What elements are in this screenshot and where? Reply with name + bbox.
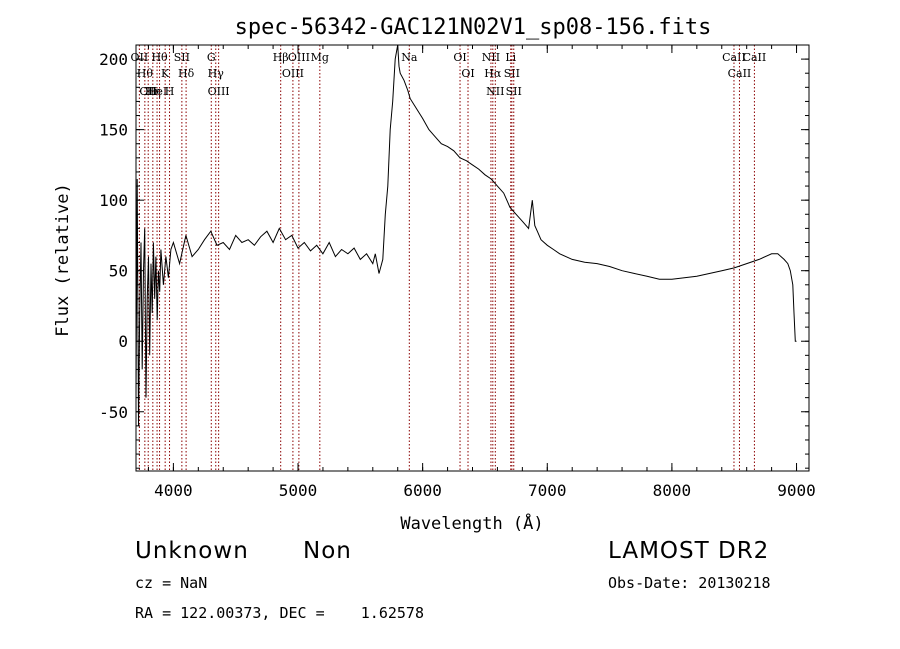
line-marker-label-17: Na (401, 51, 418, 64)
redshift-cz: cz = NaN (135, 574, 208, 592)
line-marker-label-4: HeI (147, 85, 167, 98)
line-marker-label-24: SII (504, 67, 520, 80)
observation-date: Obs-Date: 20130218 (608, 574, 771, 592)
line-marker-label-0: OII (131, 51, 149, 64)
line-marker-label-14: OIII (282, 67, 304, 80)
coordinates: RA = 122.00373, DEC = 1.62578 (135, 604, 424, 622)
y-axis-label: Flux (relative) (53, 183, 73, 337)
y-axis: -50 0 50 100 150 200 (99, 44, 809, 469)
line-marker-label-21: Hα (484, 67, 502, 80)
x-tick-label-4: 8000 (653, 481, 692, 500)
x-tick-label-2: 6000 (403, 481, 442, 500)
line-marker-label-22: NII (486, 85, 504, 98)
spectrum-series (135, 44, 797, 426)
line-marker-label-8: SII (174, 51, 190, 64)
object-class: Unknown (135, 538, 249, 564)
x-axis: 4000 5000 6000 7000 8000 9000 (147, 45, 816, 500)
line-marker-label-23: Li (505, 51, 516, 64)
plot-frame (135, 44, 810, 472)
line-marker-label-26: CaII (722, 51, 746, 64)
line-marker-label-20: NII (482, 51, 500, 64)
line-marker-label-13: Hβ (273, 51, 289, 64)
x-tick-label-1: 5000 (279, 481, 318, 500)
survey-name: LAMOST DR2 (608, 538, 770, 564)
object-subclass: Non (303, 538, 352, 564)
line-marker-label-18: OI (453, 51, 466, 64)
line-marker-label-19: OI (461, 67, 474, 80)
line-marker-label-28: CaII (743, 51, 767, 64)
line-marker-label-25: SII (506, 85, 522, 98)
y-tick-label-1: 0 (118, 332, 128, 351)
y-tick-label-0: -50 (99, 403, 128, 422)
x-tick-label-0: 4000 (154, 481, 193, 500)
line-marker-label-16: Mg (311, 51, 329, 64)
line-marker-label-11: Hγ (208, 67, 225, 80)
y-tick-label-4: 150 (99, 121, 128, 140)
line-marker-label-12: OIII (208, 85, 230, 98)
line-marker-label-7: H (165, 85, 175, 98)
line-marker-label-27: CaII (728, 67, 752, 80)
line-marker-label-1: Hθ (137, 67, 154, 80)
x-axis-label: Wavelength (Å) (400, 512, 543, 534)
x-tick-label-3: 7000 (528, 481, 567, 500)
y-tick-label-3: 100 (99, 191, 128, 210)
line-marker-label-9: Hδ (178, 67, 195, 80)
line-marker-label-10: G (207, 51, 216, 64)
line-marker-label-5: Hθ (151, 51, 168, 64)
line-marker-label-6: K (161, 67, 170, 80)
y-tick-label-2: 50 (109, 262, 128, 281)
x-tick-label-5: 9000 (777, 481, 816, 500)
y-tick-label-5: 200 (99, 50, 128, 69)
chart-title: spec-56342-GAC121N02V1_sp08-156.fits (235, 15, 712, 40)
line-marker-label-15: OIII (288, 51, 310, 64)
